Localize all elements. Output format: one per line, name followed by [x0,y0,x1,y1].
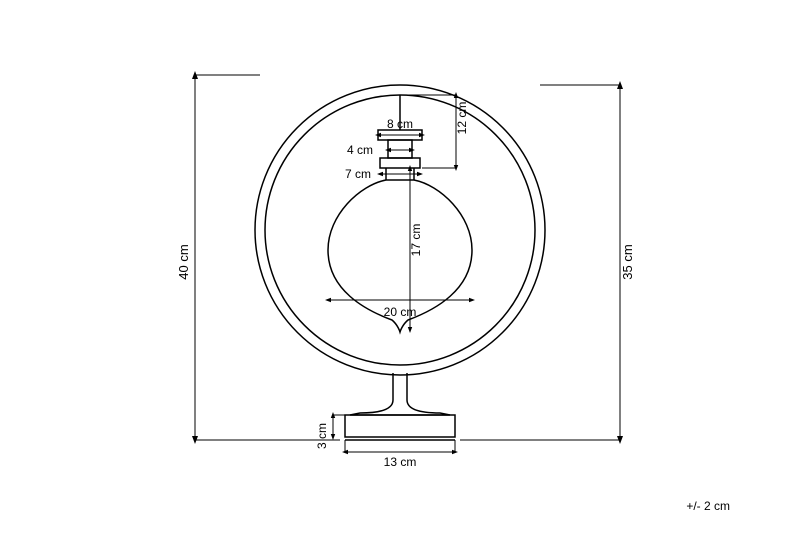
label-socket-drop: 12 cm [455,102,469,135]
base-block [345,415,455,437]
label-ring-height: 35 cm [620,244,635,279]
dimension-drawing: 40 cm 35 cm 12 cm 8 cm 4 cm 7 cm 17 cm 2… [0,0,800,533]
label-overall-height: 40 cm [176,244,191,279]
label-top-cap: 8 cm [387,117,413,131]
label-base-h: 3 cm [315,423,329,449]
label-neck-w: 7 cm [345,167,371,181]
label-socket-w: 4 cm [347,143,373,157]
label-base-w: 13 cm [384,455,417,469]
socket [388,140,412,158]
collar [380,158,420,168]
label-tolerance: +/- 2 cm [686,499,730,513]
label-bulb-h: 17 cm [409,224,423,257]
stem [350,373,450,415]
label-bulb-w: 20 cm [384,305,417,319]
